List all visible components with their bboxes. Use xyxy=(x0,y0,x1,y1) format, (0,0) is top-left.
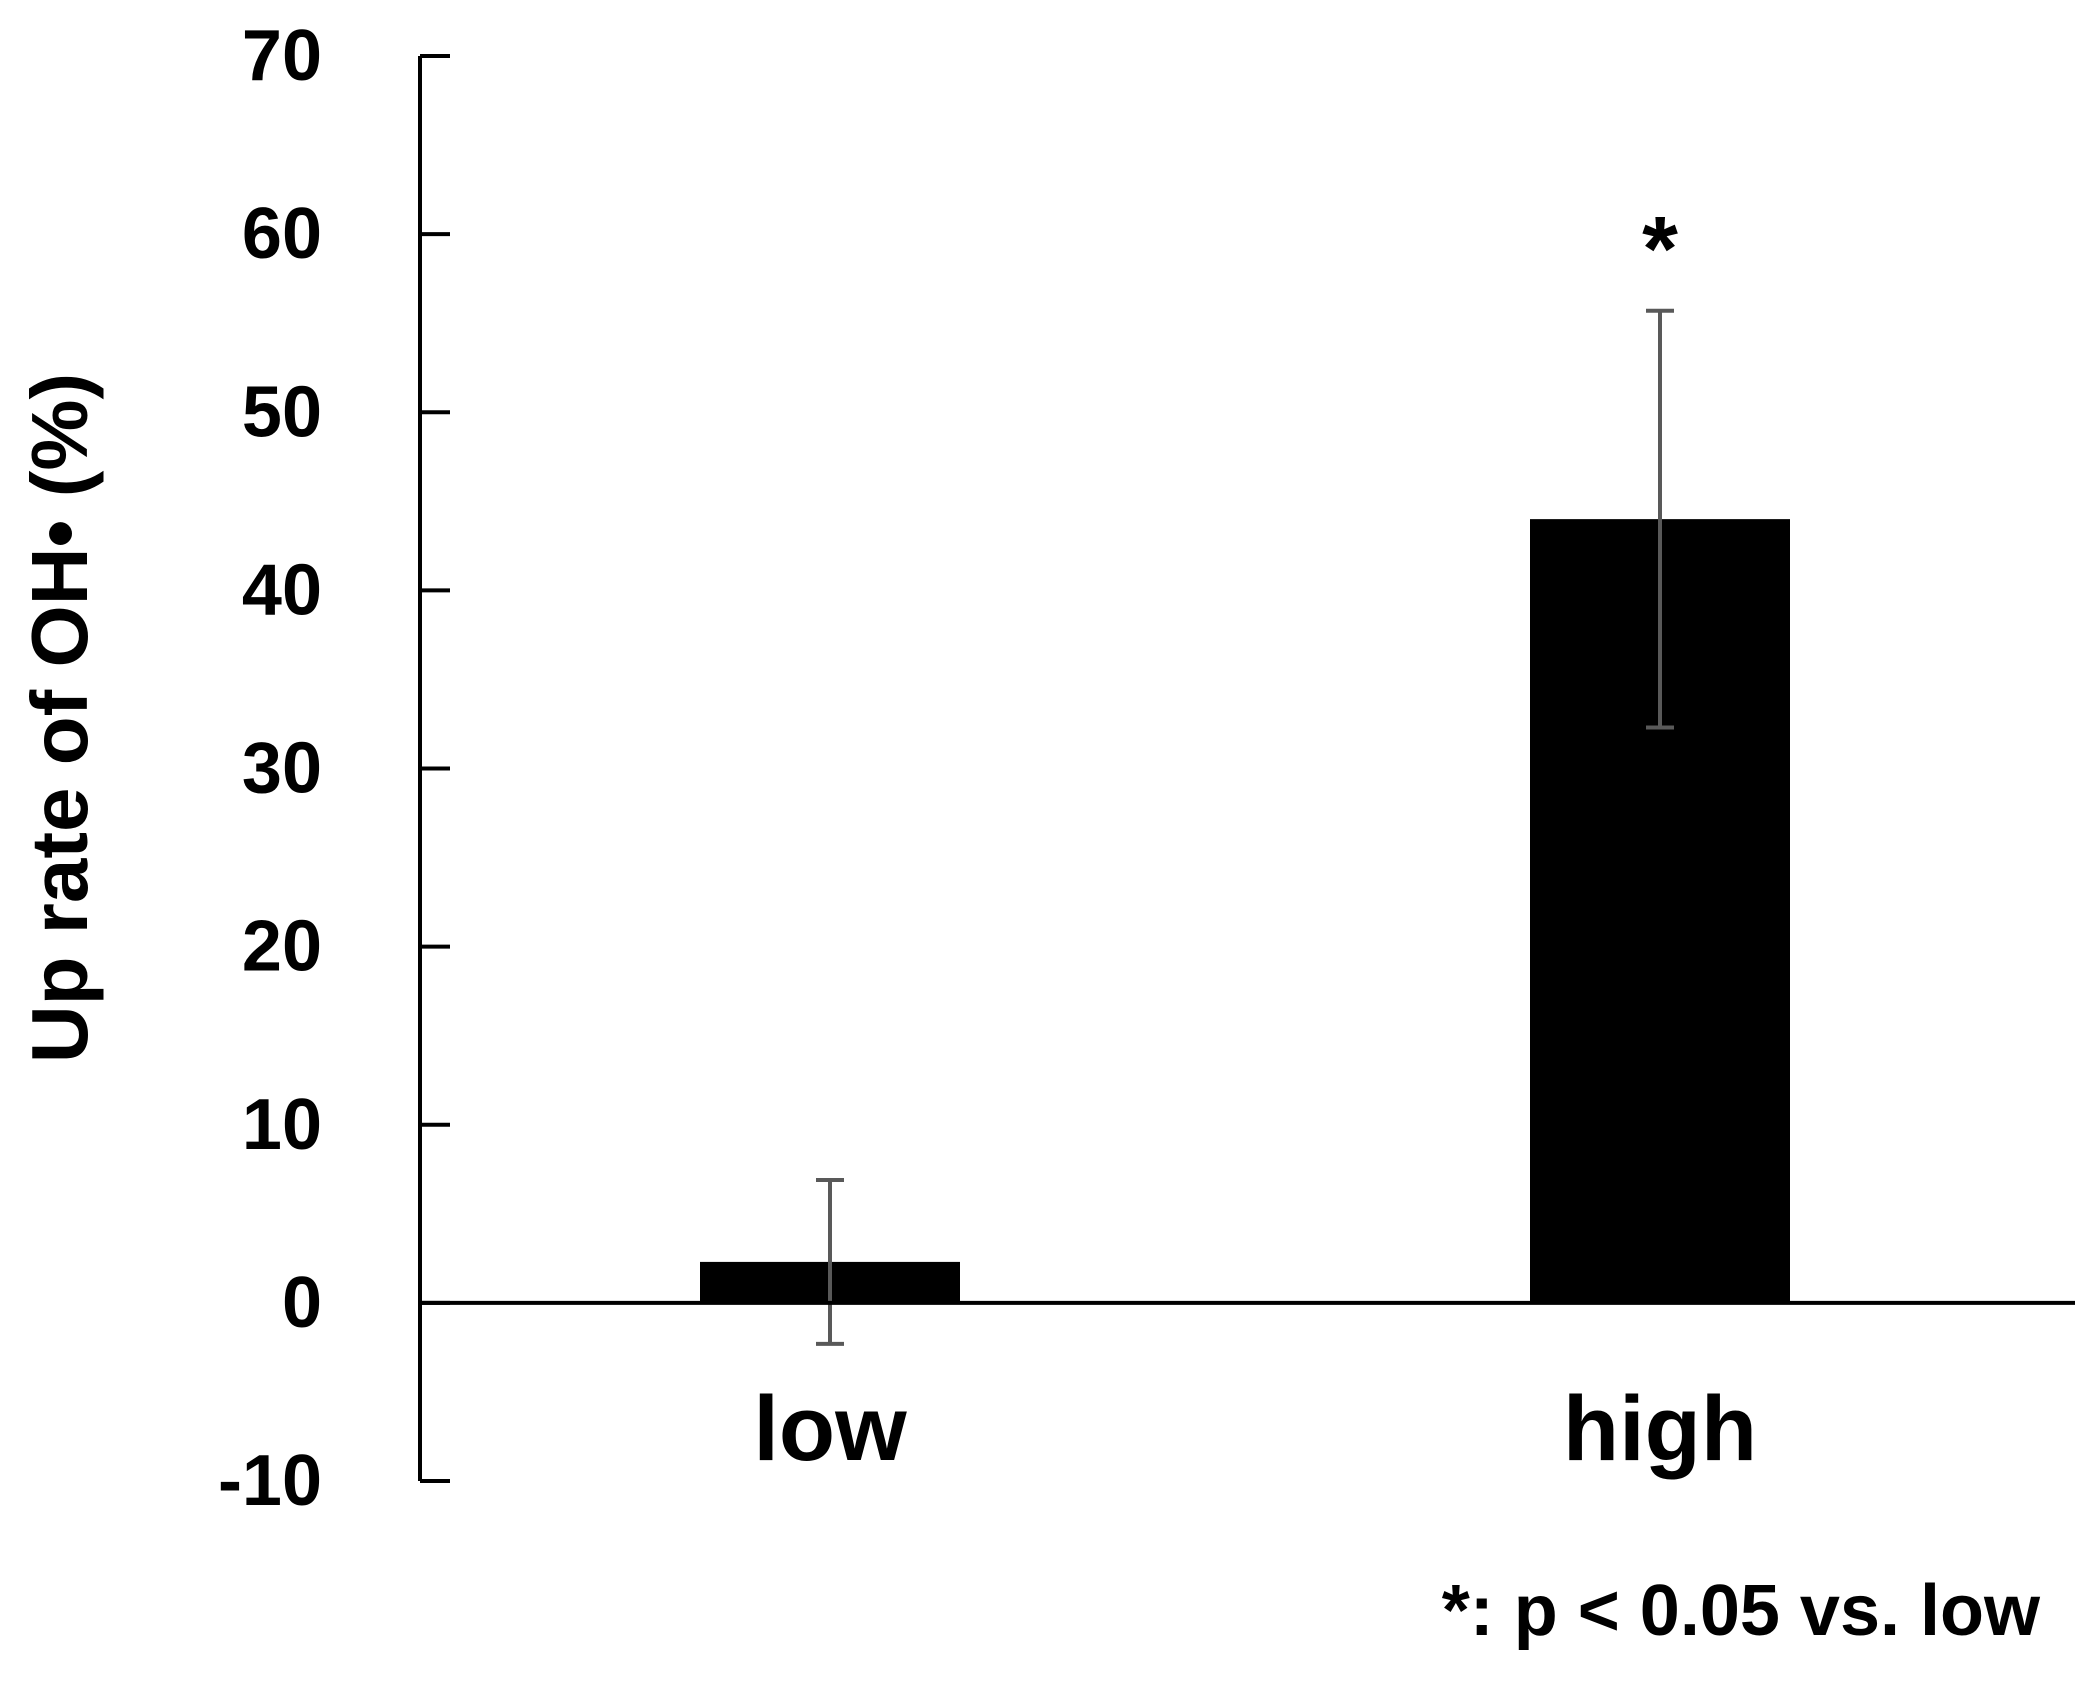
error-bars xyxy=(816,308,1674,1346)
y-tick-label: 20 xyxy=(242,907,322,987)
y-tick-label: 60 xyxy=(242,194,322,274)
y-tick-label: 70 xyxy=(242,16,322,96)
significance-footnote: *: p < 0.05 vs. low xyxy=(1442,1571,2041,1651)
bars xyxy=(700,519,1790,1303)
y-axis-title: Up rate of OH• (%) xyxy=(15,373,104,1063)
y-tick-label: 10 xyxy=(242,1085,322,1165)
y-tick-label: -10 xyxy=(218,1441,322,1521)
labels: low high * xyxy=(753,199,1757,1480)
axes xyxy=(418,56,2075,1481)
y-tick-label: 0 xyxy=(282,1263,322,1343)
y-tick-label: 30 xyxy=(242,729,322,809)
significance-mark-high: * xyxy=(1642,199,1678,301)
y-tick-label: 40 xyxy=(242,550,322,630)
y-axis-ticks: 70 60 50 40 30 20 10 0 -10 xyxy=(218,16,450,1521)
x-category-label-low: low xyxy=(753,1378,907,1480)
y-tick-label: 50 xyxy=(242,372,322,452)
x-category-label-high: high xyxy=(1563,1378,1757,1480)
